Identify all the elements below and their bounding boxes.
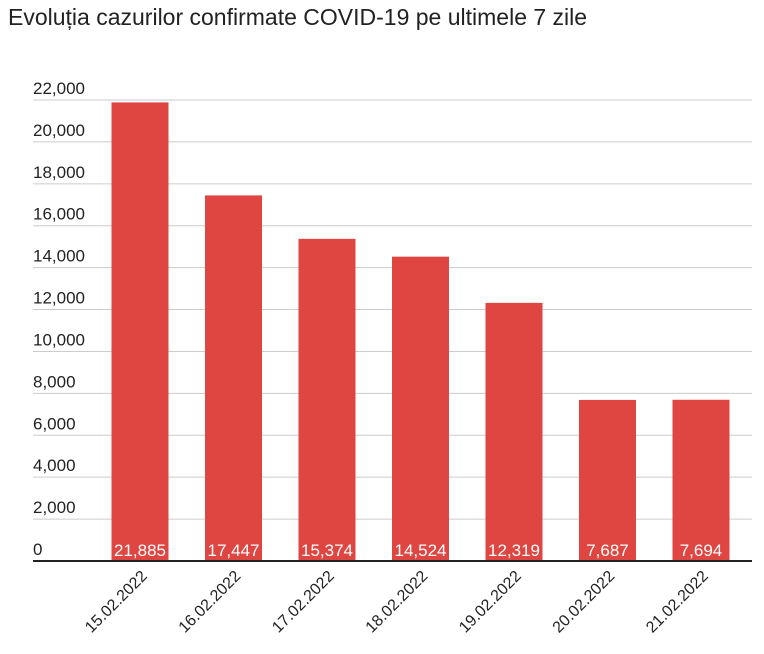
bar [205, 195, 262, 561]
data-label: 17,447 [208, 541, 260, 560]
x-tick-label: 16.02.2022 [176, 568, 245, 637]
y-tick-label: 14,000 [33, 247, 85, 266]
chart-title: Evoluția cazurilor confirmate COVID-19 p… [8, 4, 588, 30]
y-tick-label: 0 [33, 540, 42, 559]
bar [298, 238, 356, 561]
x-tick-label: 17.02.2022 [269, 568, 338, 637]
x-tick-label: 21.02.2022 [643, 568, 712, 637]
y-tick-label: 2,000 [33, 498, 76, 517]
x-tick-label: 19.02.2022 [456, 568, 525, 637]
x-tick-label: 20.02.2022 [550, 568, 619, 637]
bar [111, 102, 169, 561]
data-label: 14,524 [395, 541, 447, 560]
data-label: 12,319 [488, 541, 540, 560]
x-tick-label: 15.02.2022 [82, 568, 151, 637]
data-label: 21,885 [114, 541, 166, 560]
y-tick-label: 6,000 [33, 414, 76, 433]
x-tick-label: 18.02.2022 [363, 568, 432, 637]
y-tick-label: 12,000 [33, 289, 85, 308]
y-tick-label: 4,000 [33, 456, 76, 475]
bar [392, 256, 449, 561]
y-tick-label: 22,000 [33, 79, 85, 98]
y-tick-label: 18,000 [33, 163, 85, 182]
y-tick-label: 10,000 [33, 330, 85, 349]
data-label: 15,374 [301, 541, 353, 560]
y-tick-label: 16,000 [33, 205, 85, 224]
bar [485, 302, 543, 561]
bar [672, 399, 730, 561]
y-tick-label: 8,000 [33, 372, 76, 391]
data-label: 7,687 [586, 541, 629, 560]
bar [579, 399, 636, 561]
data-label: 7,694 [680, 541, 723, 560]
y-tick-label: 20,000 [33, 121, 85, 140]
